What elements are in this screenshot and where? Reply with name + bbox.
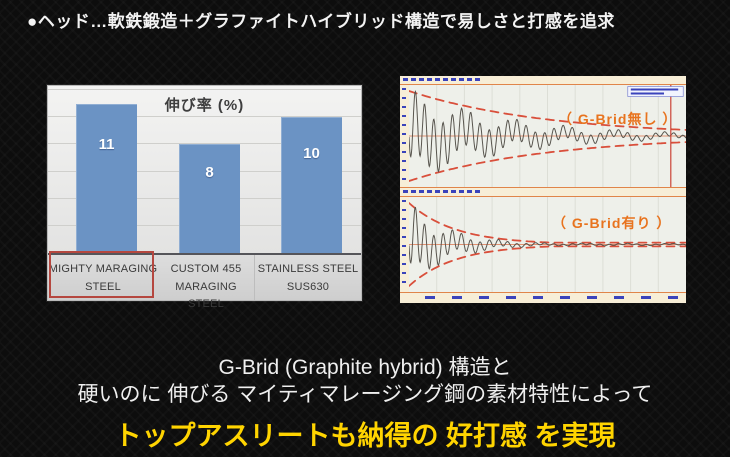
gridline	[48, 143, 361, 145]
chart-header-strip	[400, 188, 686, 197]
headline-text: ●ヘッド…軟鉄鍛造＋グラファイトハイブリッド構造で易しさと打感を追求	[27, 12, 615, 31]
caption-line-1: G-Brid (Graphite hybrid) 構造と	[218, 356, 512, 379]
gridline	[48, 116, 361, 118]
caption-line-2: 硬いのに 伸びる マイティマレージング鋼の素材特性によって	[77, 383, 653, 406]
bar-stainless-sus630: 10	[281, 117, 342, 253]
illegible-tick-labels	[408, 296, 678, 299]
category-line: MARAGING STEEL	[175, 280, 237, 311]
category-line: STEEL	[85, 280, 121, 293]
wave-body	[400, 85, 686, 187]
bar-value: 8	[205, 164, 214, 182]
bar-value: 11	[98, 135, 115, 153]
illegible-readout-text	[630, 92, 664, 95]
vibration-plot-without-gbrid	[409, 85, 686, 187]
category-line: MIGHTY MARAGING	[48, 263, 158, 275]
envelope-lower	[409, 141, 686, 182]
bar-value: 10	[303, 145, 320, 163]
y-axis-strip	[400, 85, 409, 187]
gbrid-with-label: （ G-Brid有り ）	[552, 215, 672, 231]
vibration-graphs: （ G-Brid無し ） （ G-Brid有り ）	[400, 76, 686, 303]
envelope-upper	[409, 202, 686, 244]
category-label-mighty-maraging: MIGHTY MARAGING STEEL	[48, 255, 158, 300]
gridline	[48, 89, 361, 91]
vibration-chart-with-gbrid: （ G-Brid有り ）	[400, 188, 686, 303]
y-axis-strip	[400, 197, 409, 292]
gbrid-none-label: （ G-Brid無し ）	[558, 111, 678, 127]
illegible-header-text	[403, 78, 481, 81]
x-axis-strip	[400, 292, 686, 303]
chart-header-strip	[400, 76, 686, 85]
elongation-bar-chart: 伸び率 (%) 11 8 10 MIGHTY MARAGING STEEL CU…	[47, 85, 362, 310]
waveform	[409, 206, 686, 270]
cursor-readout-box	[627, 86, 684, 97]
category-line: SUS630	[286, 280, 330, 293]
bar-custom455-maraging: 8	[179, 144, 240, 253]
vibration-chart-without-gbrid: （ G-Brid無し ）	[400, 76, 686, 188]
caption-highlight: トップアスリートも納得の 好打感 を実現	[114, 421, 616, 451]
bar-chart-category-row: MIGHTY MARAGING STEEL CUSTOM 455 MARAGIN…	[48, 253, 361, 310]
bar-mighty-maraging: 11	[76, 103, 137, 253]
category-line: CUSTOM 455	[170, 263, 242, 275]
waveform	[409, 90, 686, 173]
envelope-upper	[409, 90, 686, 131]
illegible-header-text	[403, 190, 481, 193]
wave-body	[400, 197, 686, 292]
category-label-custom455: CUSTOM 455 MARAGING STEEL	[158, 255, 254, 310]
bar-chart-plot-area: 伸び率 (%) 11 8 10	[48, 86, 361, 253]
bar-chart-title: 伸び率 (%)	[164, 97, 245, 114]
category-line: STAINLESS STEEL	[257, 263, 359, 275]
envelope-lower	[409, 245, 686, 287]
illegible-readout-text	[630, 88, 679, 91]
vibration-plot-with-gbrid	[409, 197, 686, 292]
category-label-sus630: STAINLESS STEEL SUS630	[254, 255, 361, 300]
